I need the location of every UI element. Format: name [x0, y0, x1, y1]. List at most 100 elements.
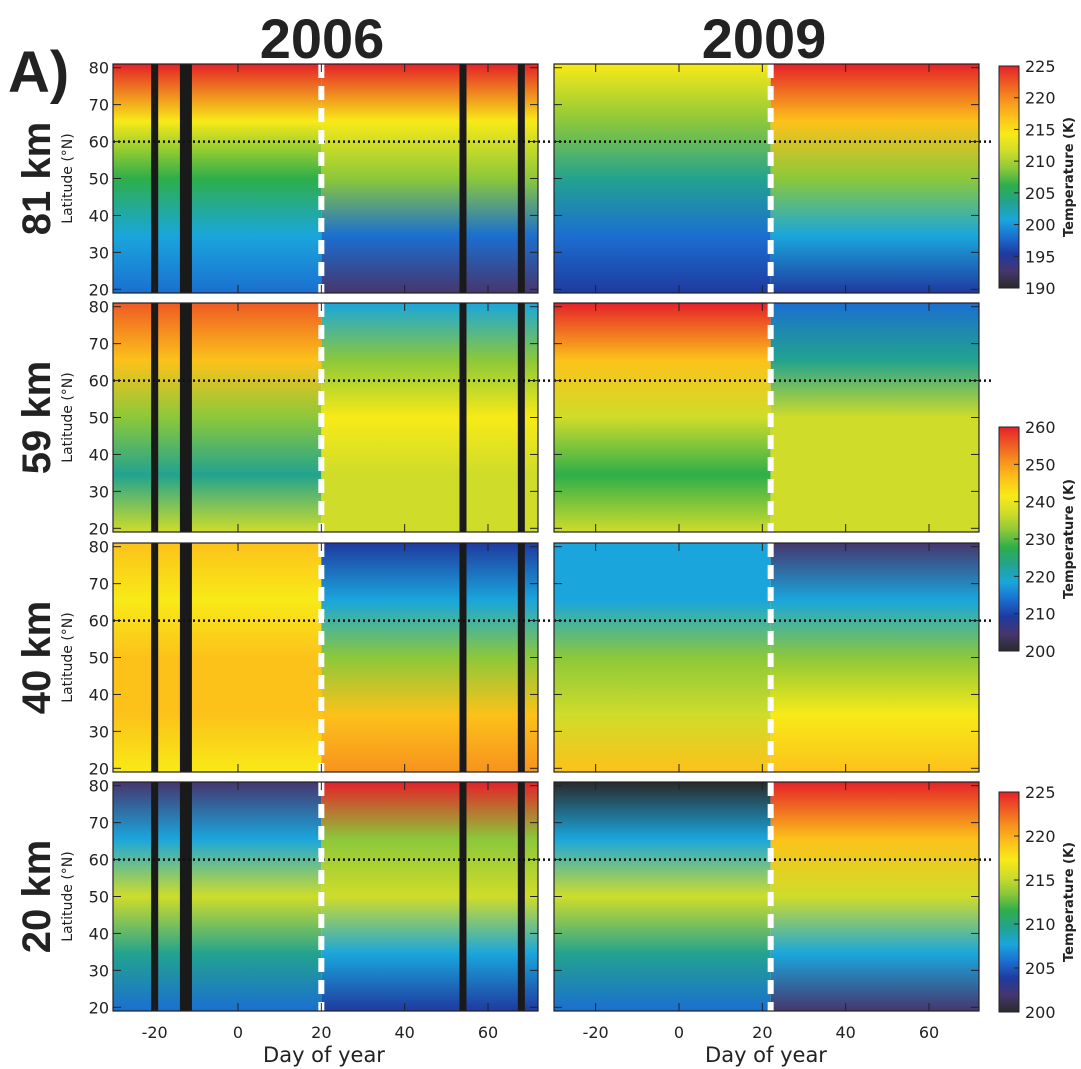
colorbar-scale [998, 65, 1020, 289]
field-after-warming [770, 782, 979, 1011]
colorbar-label: Temperature (K) [1062, 842, 1077, 962]
field-after-warming [321, 782, 538, 1011]
y-tick-label: 50 [89, 888, 109, 907]
column-title-2009: 2009 [702, 7, 827, 70]
field-before-warming [113, 543, 322, 772]
field-after-warming [321, 64, 538, 293]
y-tick-label: 80 [89, 298, 109, 317]
y-tick-label: 70 [89, 575, 109, 594]
data-gap-bar [517, 303, 525, 532]
panel-81km-2006: 20 30 40 50 60 70 80 [89, 59, 552, 299]
field-after-warming [770, 543, 979, 772]
field-after-warming [770, 64, 979, 293]
field-before-warming [554, 303, 771, 532]
altitude-label: 59 km [15, 361, 59, 474]
colorbar-tick-label: 215 [1025, 871, 1056, 890]
y-tick-label: 30 [89, 961, 109, 980]
field-before-warming [113, 782, 322, 1011]
y-tick-label: 30 [89, 243, 109, 262]
y-tick-label: 50 [89, 170, 109, 189]
field-after-warming [321, 543, 538, 772]
data-gap-bar [151, 782, 159, 1011]
colorbar-tick-label: 190 [1025, 279, 1056, 298]
x-axis-label-right: Day of year [705, 1043, 827, 1067]
data-gap-bar [179, 782, 192, 1011]
colorbar-label: Temperature (K) [1062, 117, 1077, 237]
y-tick-label: 80 [89, 538, 109, 557]
x-tick-label: -20 [142, 1023, 168, 1042]
y-tick-label: 80 [89, 777, 109, 796]
colorbars: 190 195 200 205 210 215 220 225 Temperature (K) 2… [998, 57, 1077, 1022]
colorbar-tick-label: 250 [1025, 455, 1056, 474]
y-tick-label: 20 [89, 998, 109, 1017]
x-axis-label-left: Day of year [263, 1043, 385, 1067]
y-tick-label: 70 [89, 335, 109, 354]
panel-40km-2009 [553, 542, 993, 773]
y-tick-label: 70 [89, 814, 109, 833]
field-before-warming [554, 782, 771, 1011]
altitude-label: 40 km [15, 601, 59, 714]
panel-20km-2009: -20 0 20 40 60 [553, 781, 993, 1042]
y-tick-label: 20 [89, 519, 109, 538]
y-tick-label: 40 [89, 445, 109, 464]
y-tick-label: 60 [89, 851, 109, 870]
colorbar-tick-label: 205 [1025, 184, 1056, 203]
y-tick-label: 20 [89, 280, 109, 299]
panel-59km-2009 [553, 302, 993, 533]
colorbar-tick-label: 215 [1025, 120, 1056, 139]
x-tick-label: 60 [478, 1023, 498, 1042]
altitude-label: 81 km [15, 122, 59, 235]
y-tick-label: 40 [89, 206, 109, 225]
colorbar-20km: 200 205 210 215 220 225 Temperature (K) [998, 783, 1077, 1022]
y-tick-label: 60 [89, 372, 109, 391]
x-tick-label: 60 [919, 1023, 939, 1042]
y-tick-label: 50 [89, 649, 109, 668]
altitude-label: 20 km [15, 840, 59, 953]
x-tick-label: 40 [394, 1023, 414, 1042]
data-gap-bar [459, 303, 467, 532]
colorbar-tick-label: 200 [1025, 1003, 1056, 1022]
data-gap-bar [179, 303, 192, 532]
y-tick-label: 50 [89, 409, 109, 428]
colorbar-tick-label: 200 [1025, 216, 1056, 235]
panel-letter: A) [8, 40, 69, 105]
data-gap-bar [459, 782, 467, 1011]
field-before-warming [554, 64, 771, 293]
colorbar-59km: 200 210 220 230 240 250 260 Temperature (K) [998, 418, 1077, 661]
colorbar-tick-label: 260 [1025, 418, 1056, 437]
x-tick-label: 0 [674, 1023, 684, 1042]
colorbar-label: Temperature (K) [1062, 479, 1077, 599]
data-gap-bar [151, 543, 159, 772]
panel-20km-2006: 20 30 40 50 60 70 80 -20 0 20 40 60 [89, 777, 552, 1042]
colorbar-tick-label: 220 [1025, 827, 1056, 846]
data-gap-bar [179, 543, 192, 772]
y-tick-label: 40 [89, 924, 109, 943]
x-tick-label: 20 [752, 1023, 772, 1042]
data-gap-bar [151, 64, 159, 293]
column-title-2006: 2006 [260, 7, 385, 70]
field-after-warming [321, 303, 538, 532]
x-tick-label: 40 [835, 1023, 855, 1042]
colorbar-81km: 190 195 200 205 210 215 220 225 Temperature (K) [998, 57, 1077, 298]
colorbar-tick-label: 240 [1025, 493, 1056, 512]
panel-40km-2006: 20 30 40 50 60 70 80 [89, 538, 552, 778]
y-axis-label: Latitude (°N) [60, 612, 76, 702]
colorbar-tick-label: 195 [1025, 247, 1056, 266]
field-before-warming [113, 303, 322, 532]
y-tick-label: 60 [89, 133, 109, 152]
colorbar-tick-label: 210 [1025, 152, 1056, 171]
y-tick-label: 30 [89, 482, 109, 501]
colorbar-tick-label: 220 [1025, 567, 1056, 586]
panel-81km-2009 [553, 63, 993, 294]
y-tick-label: 20 [89, 759, 109, 778]
panel-59km-2006: 20 30 40 50 60 70 80 [89, 298, 552, 538]
colorbar-scale [998, 791, 1020, 1013]
colorbar-tick-label: 200 [1025, 642, 1056, 661]
colorbar-tick-label: 225 [1025, 783, 1056, 802]
heatmap-panels: 20 30 40 50 60 70 80 81 km Latitude (°N) 20 30 40 50… [15, 59, 993, 1042]
colorbar-tick-label: 230 [1025, 530, 1056, 549]
data-gap-bar [517, 543, 525, 772]
y-tick-label: 60 [89, 612, 109, 631]
data-gap-bar [517, 782, 525, 1011]
